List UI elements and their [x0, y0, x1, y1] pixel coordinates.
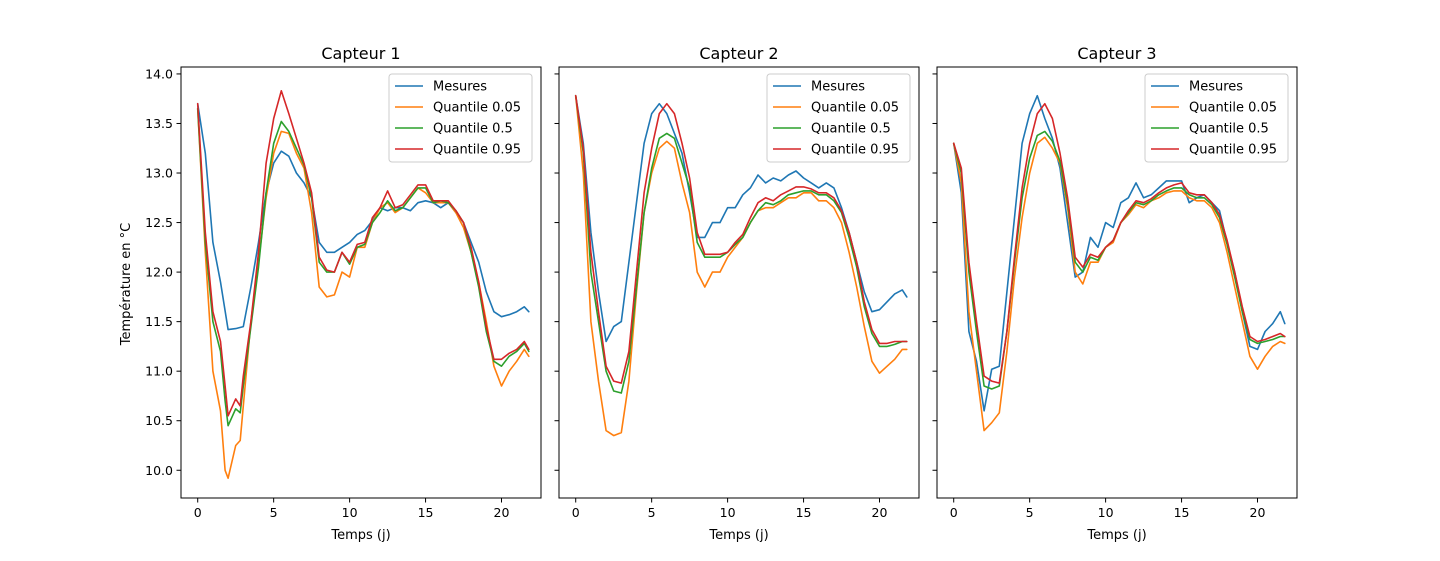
series-line-quantile-0-95	[196, 90, 530, 417]
legend: Mesures Quantile 0.05 Quantile 0.5 Quantile…	[1144, 73, 1289, 163]
legend-label: Quantile 0.95	[1189, 143, 1277, 158]
series-line-quantile-0-95	[952, 102, 1286, 384]
x-tick-label: 20	[872, 505, 888, 520]
legend: Mesures Quantile 0.05 Quantile 0.5 Quantile…	[766, 73, 911, 163]
x-tick-label: 15	[1174, 505, 1190, 520]
y-tick-label: 10.5	[145, 413, 173, 428]
y-tick-label: 11.0	[145, 364, 173, 379]
legend-label: Quantile 0.5	[433, 122, 513, 137]
legend-box	[766, 73, 911, 163]
subplot-capteur-1: Capteur 1 0 5 10 15 20 10.0 10.5 11.0 11.5 12.0 12.…	[145, 44, 542, 543]
series-line-quantile-0-5	[196, 107, 530, 427]
legend-label: Mesures	[433, 80, 487, 95]
y-tick-label: 11.5	[145, 314, 173, 329]
x-tick-label: 0	[572, 505, 580, 520]
x-tick-label: 15	[418, 505, 434, 520]
x-tick-label: 5	[270, 505, 278, 520]
legend-label: Quantile 0.95	[811, 143, 899, 158]
x-tick-label: 20	[494, 505, 510, 520]
y-tick-label: 13.0	[145, 166, 173, 181]
x-tick-label: 10	[342, 505, 358, 520]
x-axis-label: Temps (j)	[1086, 528, 1146, 543]
subplot-capteur-3: Capteur 3 0 5 10 15 20 Temps (j) Mesures Quantil…	[932, 44, 1298, 543]
x-axis-label: Temps (j)	[708, 528, 768, 543]
chart-title: Capteur 1	[321, 44, 400, 63]
y-tick-label: 12.5	[145, 215, 173, 230]
legend-label: Quantile 0.05	[433, 101, 521, 116]
x-tick-label: 5	[648, 505, 656, 520]
legend-label: Mesures	[811, 80, 865, 95]
subplot-capteur-2: Capteur 2 0 5 10 15 20 Temps (j) Mesures Quantil…	[554, 44, 920, 543]
legend-box	[388, 73, 533, 163]
series-line-quantile-0-5	[574, 94, 908, 394]
legend-box	[1144, 73, 1289, 163]
y-tick-label: 10.0	[145, 463, 173, 478]
legend: Mesures Quantile 0.05 Quantile 0.5 Quantile…	[388, 73, 533, 163]
legend-label: Quantile 0.95	[433, 143, 521, 158]
legend-label: Quantile 0.5	[1189, 122, 1269, 137]
x-tick-label: 0	[194, 505, 202, 520]
x-axis-label: Temps (j)	[330, 528, 390, 543]
chart-title: Capteur 2	[699, 44, 778, 63]
series-line-mesures	[196, 102, 530, 331]
x-tick-label: 5	[1026, 505, 1034, 520]
legend-label: Mesures	[1189, 80, 1243, 95]
y-axis-label: Température en °C	[119, 223, 134, 346]
y-tick-label: 12.0	[145, 265, 173, 280]
x-tick-label: 20	[1250, 505, 1266, 520]
y-tick-label: 14.0	[145, 66, 173, 81]
y-tick-label: 13.5	[145, 116, 173, 131]
x-tick-label: 15	[796, 505, 812, 520]
x-tick-label: 10	[720, 505, 736, 520]
series-line-quantile-0-95	[574, 94, 908, 384]
chart-title: Capteur 3	[1077, 44, 1156, 63]
legend-label: Quantile 0.05	[1189, 101, 1277, 116]
legend-label: Quantile 0.5	[811, 122, 891, 137]
x-tick-label: 0	[950, 505, 958, 520]
legend-label: Quantile 0.05	[811, 101, 899, 116]
x-tick-label: 10	[1098, 505, 1114, 520]
